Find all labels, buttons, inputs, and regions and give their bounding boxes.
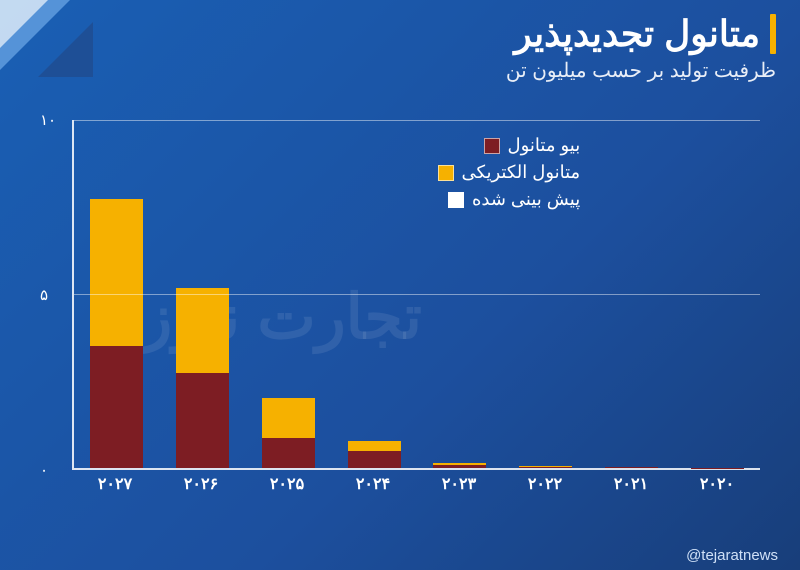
y-tick-label: ۵: [40, 286, 66, 304]
stacked-bar: [90, 162, 143, 468]
legend-swatch: [448, 192, 464, 208]
x-tick-label: ۲۰۲۵: [244, 474, 330, 500]
bar-segment-bio: [262, 438, 315, 468]
stacked-bar: [691, 456, 744, 468]
x-tick-label: ۲۰۲۴: [330, 474, 416, 500]
legend-label: بیو متانول: [508, 135, 581, 156]
legend-item: پیش بینی شده: [438, 189, 581, 210]
page-subtitle: ظرفیت تولید بر حسب میلیون تن: [506, 58, 776, 83]
bar-segment-bio: [348, 451, 401, 468]
page-title: متانول تجدیدپذیر: [514, 14, 760, 54]
header: متانول تجدیدپذیر ظرفیت تولید بر حسب میلی…: [506, 14, 776, 83]
legend: بیو متانول متانول الکتریکی پیش بینی شده: [438, 135, 581, 216]
legend-item: متانول الکتریکی: [438, 162, 581, 183]
plot-area: [72, 120, 760, 470]
bar-segment-bio: [433, 465, 486, 468]
bar-segment-elec: [176, 288, 229, 373]
title-accent-bar: [770, 14, 776, 54]
x-tick-label: ۲۰۲۶: [158, 474, 244, 500]
bar-segment-elec: [90, 199, 143, 346]
stacked-bar: [519, 444, 572, 468]
x-tick-label: ۲۰۲۱: [588, 474, 674, 500]
legend-label: پیش بینی شده: [472, 189, 580, 210]
bar-segment-bio: [519, 467, 572, 468]
chart: تجارت نیوز ۲۰۲۰۲۰۲۱۲۰۲۲۲۰۲۳۲۰۲۴۲۰۲۵۲۰۲۶۲…: [40, 120, 770, 500]
legend-swatch: [438, 165, 454, 181]
y-tick-label: ۰: [40, 461, 66, 479]
bar-segment-bio: [176, 373, 229, 468]
stacked-bar: [433, 426, 486, 468]
x-axis-labels: ۲۰۲۰۲۰۲۱۲۰۲۲۲۰۲۳۲۰۲۴۲۰۲۵۲۰۲۶۲۰۲۷: [72, 474, 760, 500]
x-tick-label: ۲۰۲۷: [72, 474, 158, 500]
grid-line: [74, 120, 760, 121]
stacked-bar: [605, 451, 658, 468]
bar-segment-bio: [605, 467, 658, 468]
stacked-bar: [348, 371, 401, 468]
stacked-bar: [262, 311, 315, 468]
credit-handle: @tejaratnews: [686, 547, 778, 564]
stacked-bar: [176, 217, 229, 468]
bar-segment-elec: [348, 441, 401, 452]
legend-item: بیو متانول: [438, 135, 581, 156]
corner-accent: [0, 0, 110, 110]
bar-segment-bio: [90, 346, 143, 468]
y-tick-label: ۱۰: [40, 111, 66, 129]
x-tick-label: ۲۰۲۲: [502, 474, 588, 500]
x-tick-label: ۲۰۲۰: [674, 474, 760, 500]
legend-label: متانول الکتریکی: [462, 162, 581, 183]
grid-line: [74, 294, 760, 295]
bar-segment-elec: [262, 398, 315, 439]
x-tick-label: ۲۰۲۳: [416, 474, 502, 500]
legend-swatch: [484, 138, 500, 154]
